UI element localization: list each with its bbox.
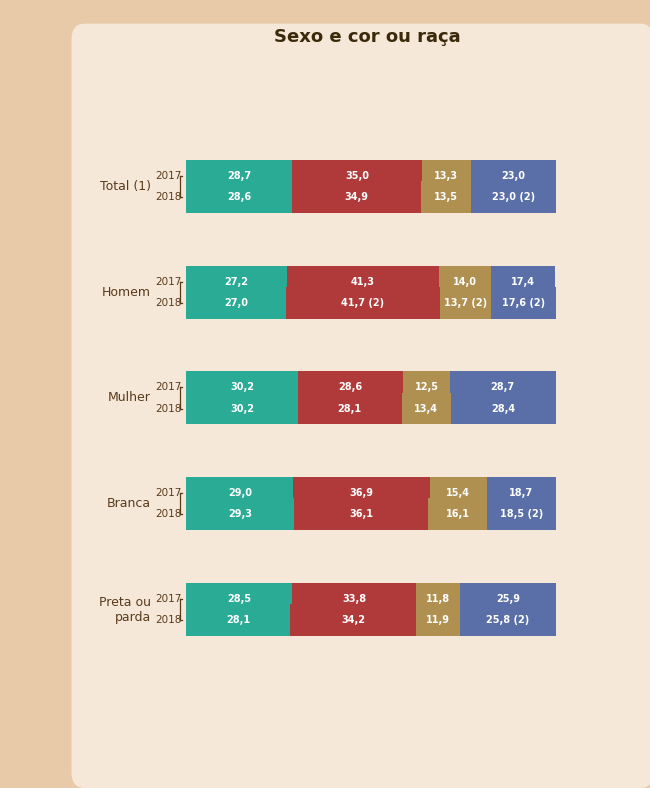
Bar [451, 392, 556, 425]
Text: 28,6: 28,6 [227, 191, 251, 202]
Bar [440, 287, 491, 318]
Bar [186, 583, 291, 615]
Bar [186, 392, 298, 425]
Text: 28,7: 28,7 [491, 382, 515, 392]
Text: 12,5: 12,5 [415, 382, 439, 392]
Text: 2017: 2017 [155, 594, 182, 604]
Text: 25,8 (2): 25,8 (2) [486, 615, 530, 625]
Bar [402, 392, 451, 425]
Text: Mulher: Mulher [109, 392, 151, 404]
Text: 2018: 2018 [155, 615, 182, 625]
Bar [292, 160, 422, 191]
Text: 17,4: 17,4 [511, 277, 535, 287]
Bar [404, 371, 450, 403]
Bar [471, 181, 556, 213]
Bar [287, 266, 439, 297]
Text: 2018: 2018 [155, 298, 182, 307]
Text: 23,0 (2): 23,0 (2) [491, 191, 535, 202]
Bar [186, 181, 292, 213]
Bar [421, 181, 471, 213]
Text: 17,6 (2): 17,6 (2) [502, 298, 545, 307]
Text: 29,0: 29,0 [227, 489, 252, 498]
Bar [439, 266, 491, 297]
Text: 2017: 2017 [155, 382, 182, 392]
Text: Preta ou
parda: Preta ou parda [99, 596, 151, 623]
Bar [186, 499, 294, 530]
Text: 28,4: 28,4 [491, 403, 515, 414]
Bar [298, 392, 402, 425]
Bar [292, 181, 421, 213]
Text: 28,1: 28,1 [337, 403, 362, 414]
Bar [186, 266, 287, 297]
Bar [417, 604, 460, 636]
Text: 33,8: 33,8 [342, 594, 366, 604]
Text: 41,3: 41,3 [351, 277, 375, 287]
Text: 25,9: 25,9 [496, 594, 520, 604]
Bar [291, 583, 417, 615]
Bar [488, 499, 556, 530]
Bar [430, 478, 487, 509]
Bar [186, 287, 286, 318]
Bar [450, 371, 556, 403]
Text: 2017: 2017 [155, 277, 182, 287]
FancyBboxPatch shape [72, 24, 650, 788]
Text: 27,0: 27,0 [224, 298, 248, 307]
Text: 2017: 2017 [155, 171, 182, 180]
Bar [487, 478, 556, 509]
Text: 28,7: 28,7 [227, 171, 252, 180]
Text: 28,1: 28,1 [226, 615, 250, 625]
Text: 18,7: 18,7 [509, 489, 533, 498]
Text: 36,1: 36,1 [349, 509, 373, 519]
Bar [491, 266, 555, 297]
Text: 29,3: 29,3 [228, 509, 252, 519]
Text: 30,2: 30,2 [230, 403, 254, 414]
Bar [294, 499, 428, 530]
Text: 30,2: 30,2 [230, 382, 254, 392]
Bar [186, 371, 298, 403]
Text: 13,4: 13,4 [414, 403, 438, 414]
Text: 2017: 2017 [155, 489, 182, 498]
Text: 11,8: 11,8 [426, 594, 450, 604]
Text: 34,2: 34,2 [341, 615, 365, 625]
Bar [422, 160, 471, 191]
Text: 13,7 (2): 13,7 (2) [444, 298, 487, 307]
Text: 35,0: 35,0 [345, 171, 369, 180]
Text: Homem: Homem [102, 285, 151, 299]
Text: 13,3: 13,3 [434, 171, 458, 180]
Bar [293, 478, 430, 509]
Text: 11,9: 11,9 [426, 615, 450, 625]
Text: 14,0: 14,0 [453, 277, 477, 287]
Bar [460, 583, 556, 615]
Text: Total (1): Total (1) [100, 180, 151, 193]
Text: 28,6: 28,6 [339, 382, 363, 392]
Bar [186, 604, 290, 636]
Text: Sexo e cor ou raça: Sexo e cor ou raça [274, 28, 461, 46]
Text: 2018: 2018 [155, 403, 182, 414]
Bar [491, 287, 556, 318]
Text: 15,4: 15,4 [446, 489, 470, 498]
Bar [428, 499, 488, 530]
Bar [186, 160, 292, 191]
Text: 13,5: 13,5 [434, 191, 458, 202]
Bar [286, 287, 440, 318]
Bar [298, 371, 404, 403]
Text: 2018: 2018 [155, 191, 182, 202]
Text: 27,2: 27,2 [224, 277, 248, 287]
Bar [417, 583, 460, 615]
Bar [186, 478, 293, 509]
Text: 28,5: 28,5 [227, 594, 251, 604]
Bar [471, 160, 556, 191]
Text: 16,1: 16,1 [446, 509, 469, 519]
Bar [460, 604, 556, 636]
Text: Branca: Branca [107, 497, 151, 511]
Text: 2018: 2018 [155, 509, 182, 519]
Bar [290, 604, 417, 636]
Text: 34,9: 34,9 [344, 191, 369, 202]
Text: 23,0: 23,0 [501, 171, 525, 180]
Text: 36,9: 36,9 [350, 489, 374, 498]
Text: 18,5 (2): 18,5 (2) [500, 509, 543, 519]
Text: 41,7 (2): 41,7 (2) [341, 298, 385, 307]
